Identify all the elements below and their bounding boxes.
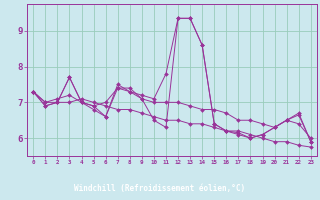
Text: Windchill (Refroidissement éolien,°C): Windchill (Refroidissement éolien,°C) — [75, 184, 245, 193]
